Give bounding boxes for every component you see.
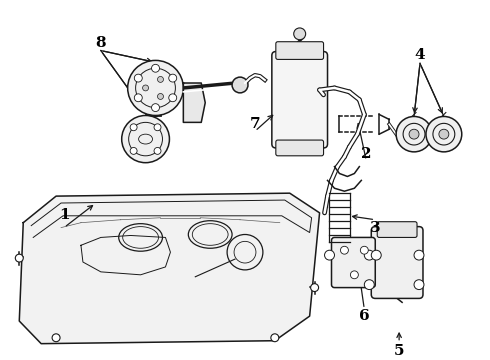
- Text: 3: 3: [370, 221, 381, 235]
- Circle shape: [414, 280, 424, 289]
- Polygon shape: [19, 193, 319, 344]
- Circle shape: [154, 148, 161, 154]
- Circle shape: [365, 280, 374, 289]
- Circle shape: [360, 246, 368, 254]
- Circle shape: [134, 74, 142, 82]
- Circle shape: [396, 117, 432, 152]
- Circle shape: [414, 250, 424, 260]
- Circle shape: [15, 254, 23, 262]
- Circle shape: [350, 271, 358, 279]
- Text: 2: 2: [361, 147, 371, 161]
- Circle shape: [130, 148, 137, 154]
- Circle shape: [157, 76, 164, 82]
- Circle shape: [426, 117, 462, 152]
- FancyBboxPatch shape: [377, 222, 417, 238]
- Text: 4: 4: [415, 49, 425, 63]
- Circle shape: [52, 334, 60, 342]
- Circle shape: [439, 129, 449, 139]
- Circle shape: [371, 250, 381, 260]
- Circle shape: [324, 250, 335, 260]
- FancyBboxPatch shape: [332, 238, 375, 288]
- Circle shape: [294, 28, 306, 40]
- FancyBboxPatch shape: [276, 42, 323, 59]
- Circle shape: [232, 77, 248, 93]
- Circle shape: [154, 124, 161, 131]
- Circle shape: [143, 85, 148, 91]
- FancyBboxPatch shape: [272, 51, 327, 148]
- Circle shape: [271, 334, 279, 342]
- Text: 5: 5: [394, 343, 404, 357]
- Text: 6: 6: [359, 309, 369, 323]
- Text: 7: 7: [249, 117, 260, 131]
- Circle shape: [128, 60, 183, 116]
- Circle shape: [365, 250, 374, 260]
- Circle shape: [311, 284, 319, 292]
- FancyBboxPatch shape: [276, 140, 323, 156]
- Circle shape: [157, 94, 164, 99]
- Circle shape: [122, 116, 170, 163]
- Text: 8: 8: [96, 36, 106, 50]
- Circle shape: [134, 94, 142, 102]
- Circle shape: [151, 64, 159, 72]
- FancyBboxPatch shape: [371, 226, 423, 298]
- Circle shape: [130, 124, 137, 131]
- Circle shape: [409, 129, 419, 139]
- Circle shape: [169, 94, 177, 102]
- Polygon shape: [183, 83, 205, 122]
- Circle shape: [169, 74, 177, 82]
- Circle shape: [341, 246, 348, 254]
- Text: 1: 1: [59, 208, 70, 222]
- Circle shape: [151, 104, 159, 112]
